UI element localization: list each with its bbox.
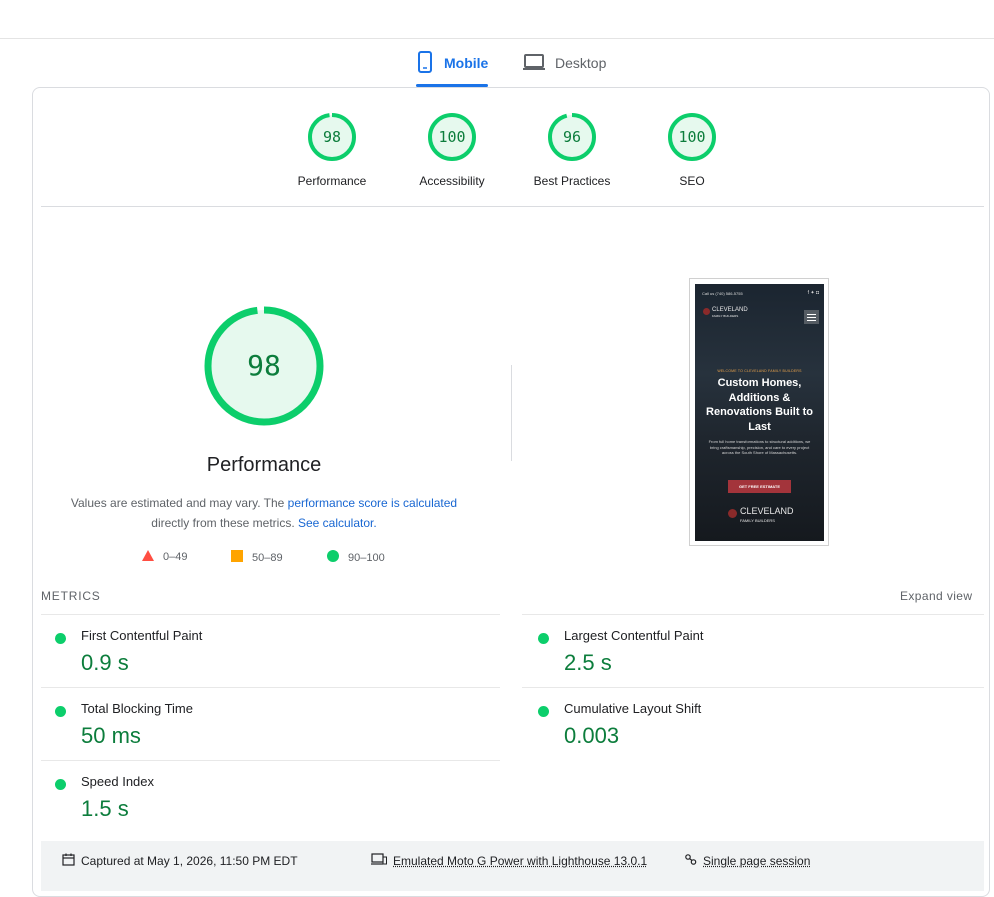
gauge-accessibility-score: 100 xyxy=(438,128,466,146)
emulated-device[interactable]: Emulated Moto G Power with Lighthouse 13… xyxy=(371,853,647,869)
thumb-cta-button: GET FREE ESTIMATE xyxy=(728,480,791,493)
thumb-headline: Custom Homes, Additions & Renovations Bu… xyxy=(706,377,813,433)
devices-icon xyxy=(371,853,387,869)
captured-at: Captured at May 1, 2026, 11:50 PM EDT xyxy=(62,853,298,869)
thumb-logo: CLEVELAND FAMILY BUILDERS xyxy=(712,307,748,318)
desc-text-2: directly from these metrics. xyxy=(151,516,298,530)
thumb-footer-logo: CLEVELAND FAMILY BUILDERS xyxy=(740,506,794,524)
calendar-icon xyxy=(62,853,75,869)
screenshot-image: Call us (740) 586-5755 f ✦ ◘ CLEVELAND FA… xyxy=(695,284,824,541)
gauge-seo[interactable]: 100 xyxy=(667,112,717,162)
gauge-performance-label: Performance xyxy=(297,174,367,188)
gauge-seo-score: 100 xyxy=(678,128,706,146)
laptop-icon xyxy=(523,53,545,74)
session-icon xyxy=(684,853,697,869)
pass-dot-icon xyxy=(538,706,549,717)
performance-score-link[interactable]: performance score is calculated xyxy=(287,496,458,510)
top-divider xyxy=(0,38,994,39)
tab-desktop[interactable]: Desktop xyxy=(523,40,606,86)
smartphone-icon xyxy=(416,50,434,76)
gauge-best-practices-score: 96 xyxy=(562,128,582,146)
thumb-kicker: WELCOME TO CLEVELAND FAMILY BUILDERS xyxy=(717,369,802,373)
gauge-seo-label: SEO xyxy=(679,174,705,188)
social-icons: f ✦ ◘ xyxy=(807,290,819,296)
gauge-accessibility[interactable]: 100 xyxy=(427,112,477,162)
pass-dot-icon xyxy=(55,706,66,717)
final-screenshot[interactable]: Call us (740) 586-5755 f ✦ ◘ CLEVELAND FA… xyxy=(689,278,829,546)
runtime-settings: Captured at May 1, 2026, 11:50 PM EDT Em… xyxy=(41,841,984,891)
square-icon xyxy=(231,550,243,565)
metric-tbt-value: 50 ms xyxy=(81,723,141,748)
session-type-text: Single page session xyxy=(703,854,811,868)
metric-si-name: Speed Index xyxy=(81,774,155,789)
metric-tbt-name: Total Blocking Time xyxy=(81,701,193,716)
score-legend: 0–49 50–89 90–100 xyxy=(140,550,440,568)
metric-fcp-value: 0.9 s xyxy=(81,650,129,675)
gauge-best-practices[interactable]: 96 xyxy=(547,112,597,162)
thumb-body: From full home transformations to struct… xyxy=(708,439,811,455)
legend-average: 50–89 xyxy=(231,550,283,565)
footer-logo-mark-icon xyxy=(728,509,737,518)
desc-text-1: Values are estimated and may vary. The xyxy=(70,496,288,510)
menu-icon xyxy=(804,310,819,324)
metric-fcp-name: First Contentful Paint xyxy=(81,628,203,643)
metric-lcp-name: Largest Contentful Paint xyxy=(564,628,704,643)
metric-si-value: 1.5 s xyxy=(81,796,129,821)
metric-cls-value: 0.003 xyxy=(564,723,620,748)
metric-divider xyxy=(41,687,500,688)
gauge-performance[interactable]: 98 xyxy=(307,112,357,162)
tab-desktop-label: Desktop xyxy=(555,55,607,71)
legend-pass: 90–100 xyxy=(327,550,385,565)
section-divider xyxy=(41,206,984,207)
active-tab-indicator xyxy=(416,84,488,87)
performance-description: Values are estimated and may vary. The p… xyxy=(60,493,468,533)
metric-cls-name: Cumulative Layout Shift xyxy=(564,701,702,716)
expand-view-button[interactable]: Expand view xyxy=(900,589,973,603)
captured-at-text: Captured at May 1, 2026, 11:50 PM EDT xyxy=(81,854,298,868)
circle-icon xyxy=(327,550,339,565)
pass-dot-icon xyxy=(55,779,66,790)
vertical-divider xyxy=(511,365,512,461)
report-card xyxy=(32,87,990,897)
legend-fail-label: 0–49 xyxy=(163,551,188,563)
metrics-heading: METRICS xyxy=(41,589,101,603)
performance-gauge-large: 98 xyxy=(203,305,325,427)
metric-divider xyxy=(41,614,500,615)
gauge-accessibility-label: Accessibility xyxy=(419,174,485,188)
session-type[interactable]: Single page session xyxy=(684,853,810,869)
pass-dot-icon xyxy=(55,633,66,644)
metric-divider xyxy=(522,687,984,688)
triangle-icon xyxy=(142,550,154,564)
metric-lcp-value: 2.5 s xyxy=(564,650,612,675)
device-tabs: Mobile Desktop xyxy=(0,40,994,88)
performance-score-large: 98 xyxy=(247,349,281,382)
logo-mark-icon xyxy=(703,308,710,315)
gauge-performance-score: 98 xyxy=(322,128,342,146)
tab-mobile-label: Mobile xyxy=(444,55,489,71)
performance-title: Performance xyxy=(206,454,322,476)
pass-dot-icon xyxy=(538,633,549,644)
thumb-phone: Call us (740) 586-5755 xyxy=(702,291,743,296)
gauge-best-practices-label: Best Practices xyxy=(533,174,611,188)
legend-pass-label: 90–100 xyxy=(348,551,385,564)
legend-fail: 0–49 xyxy=(142,550,187,564)
tab-mobile[interactable]: Mobile xyxy=(416,40,488,86)
legend-average-label: 50–89 xyxy=(252,551,283,564)
metric-divider xyxy=(522,614,984,615)
emulated-device-text: Emulated Moto G Power with Lighthouse 13… xyxy=(393,854,648,868)
metric-divider xyxy=(41,760,500,761)
see-calculator-link[interactable]: See calculator. xyxy=(297,516,377,530)
